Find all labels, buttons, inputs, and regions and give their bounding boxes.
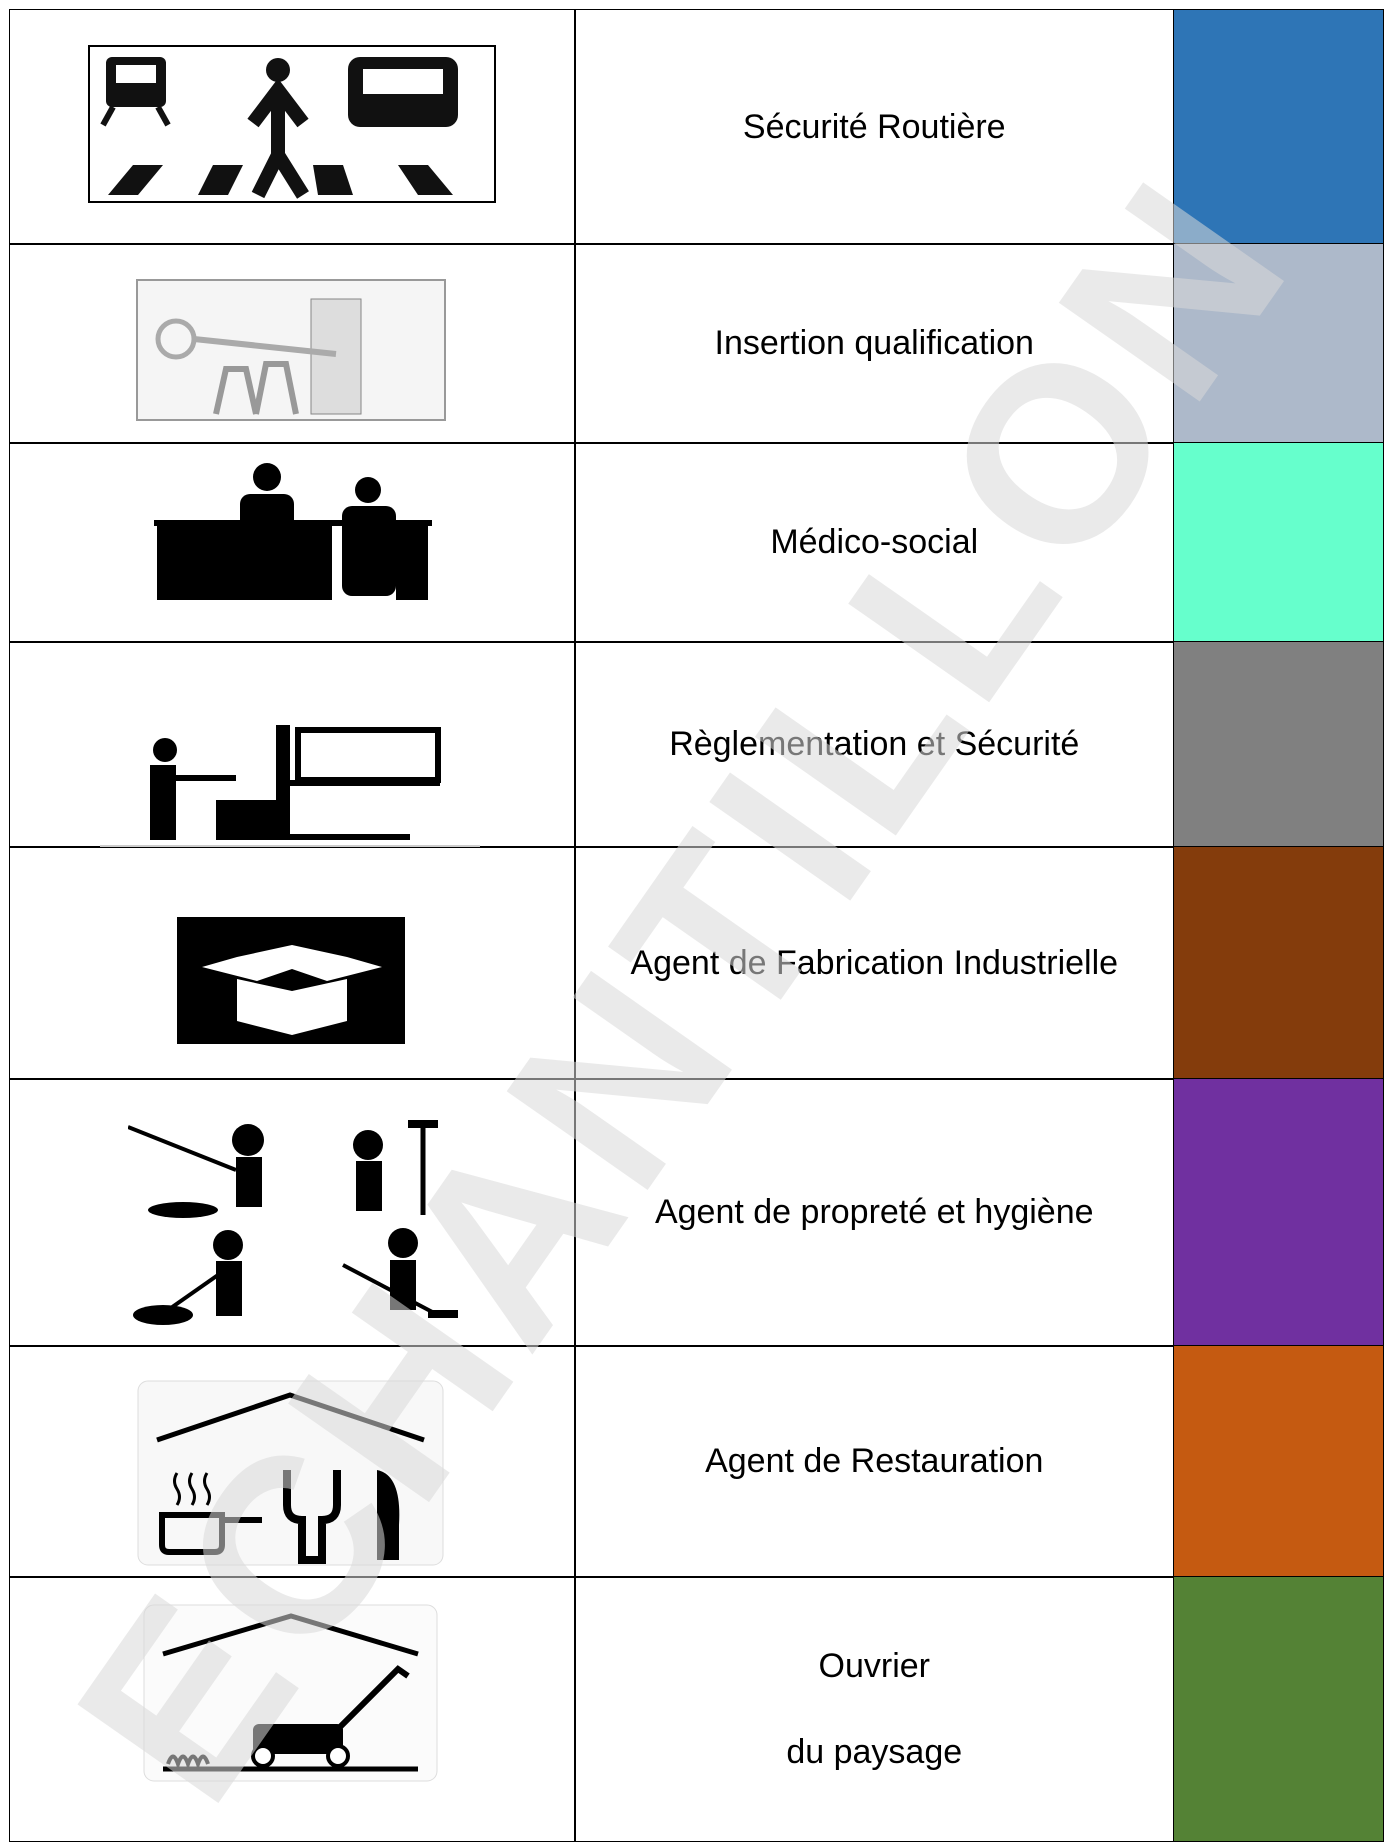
row-label: du paysage <box>786 1732 963 1771</box>
icon-manufacturing <box>177 917 405 1044</box>
label-cell: Insertion qualification <box>574 243 1175 444</box>
icon-cell <box>9 1078 576 1347</box>
label-cell: Ouvrier du paysage <box>574 1576 1175 1842</box>
row-label: Règlementation et Sécurité <box>669 725 1080 764</box>
row-label: Sécurité Routière <box>742 107 1006 146</box>
row-label: Ouvrier <box>818 1646 930 1685</box>
label-cell: Agent de propreté et hygiène <box>574 1078 1175 1347</box>
icon-cell <box>9 243 576 444</box>
row-label: Insertion qualification <box>714 324 1034 363</box>
icon-cell <box>9 442 576 643</box>
label-cell: Règlementation et Sécurité <box>574 641 1175 848</box>
icon-cleaning <box>128 1120 458 1325</box>
color-cell <box>1173 1576 1384 1842</box>
color-cell <box>1173 1078 1384 1347</box>
icon-landscaping <box>143 1604 438 1782</box>
label-cell: Agent de Fabrication Industrielle <box>574 846 1175 1080</box>
row-label: Médico-social <box>770 523 979 562</box>
icon-cell <box>9 641 576 848</box>
row-label: Agent de Restauration <box>705 1442 1044 1481</box>
label-cell: Agent de Restauration <box>574 1345 1175 1578</box>
icon-road-safety <box>88 45 496 203</box>
row-label: Agent de Fabrication Industrielle <box>630 943 1119 982</box>
icon-regulation <box>100 725 480 847</box>
icon-insertion <box>136 279 446 421</box>
color-cell <box>1173 1345 1384 1578</box>
icon-restaurant <box>137 1380 444 1566</box>
color-cell <box>1173 442 1384 643</box>
icon-cell <box>9 1345 576 1578</box>
color-cell <box>1173 641 1384 848</box>
label-cell: Sécurité Routière <box>574 9 1175 245</box>
color-cell <box>1173 9 1384 245</box>
label-cell: Médico-social <box>574 442 1175 643</box>
icon-medico-social <box>154 463 432 600</box>
color-cell <box>1173 846 1384 1080</box>
row-label: Agent de propreté et hygiène <box>654 1193 1094 1232</box>
color-cell <box>1173 243 1384 444</box>
icon-cell <box>9 9 576 245</box>
